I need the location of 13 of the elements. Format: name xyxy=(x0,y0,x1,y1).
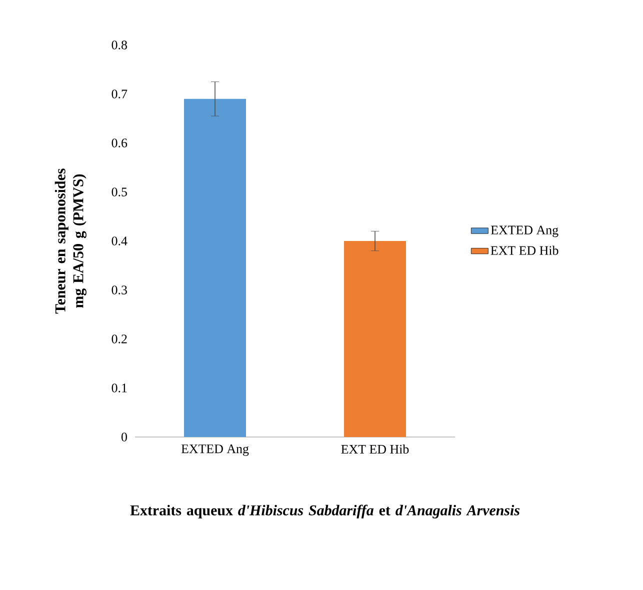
y-axis-title: Teneur en saponosides mg EA/50 g (PMVS) xyxy=(54,168,86,314)
y-tick-label: 0.8 xyxy=(112,40,127,50)
y-tick-label: 0.3 xyxy=(112,286,127,294)
y-tick-label: 0 xyxy=(122,432,127,442)
y-tick-label: 0.4 xyxy=(112,236,128,246)
x-axis-title: Extraits aqueux d'Hibiscus Sabdariffa et d'Anagalis Arvensis xyxy=(130,504,520,518)
y-tick-label: 0.5 xyxy=(112,188,127,196)
y-tick-label: 0.2 xyxy=(112,334,127,344)
legend-label: EXTED Ang xyxy=(490,226,558,238)
y-tick-label: 0.1 xyxy=(112,384,127,392)
y-tick-label: 0.7 xyxy=(112,90,128,98)
y-tick-label: 0.6 xyxy=(112,138,128,148)
legend-label: EXT ED Hib xyxy=(490,246,558,255)
